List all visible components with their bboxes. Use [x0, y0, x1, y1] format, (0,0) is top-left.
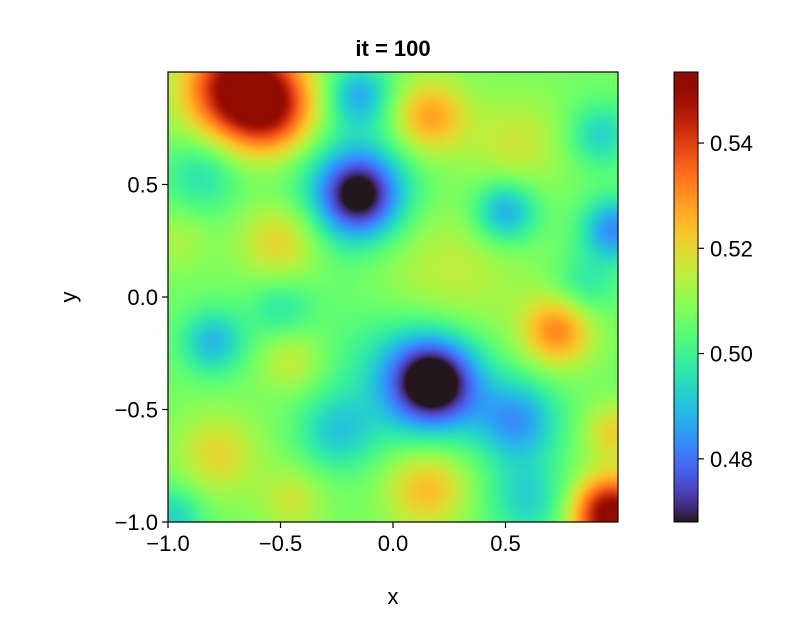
colorbar-ticks: 0.48 0.50 0.52 0.54	[698, 131, 753, 472]
y-axis-label: y	[56, 292, 81, 303]
plot-frame	[167, 71, 619, 523]
x-tick-label: −0.5	[259, 531, 302, 556]
heatmap-image	[168, 72, 618, 522]
colorbar-tick-label: 0.54	[710, 131, 753, 156]
y-tick-label: 0.0	[127, 285, 158, 310]
y-tick-label: −0.5	[115, 398, 158, 423]
colorbar-tick-label: 0.48	[710, 447, 753, 472]
x-tick-label: 0.5	[490, 531, 521, 556]
chart-title: it = 100	[355, 36, 430, 61]
x-axis-ticks: −1.0 −0.5 0.0 0.5	[146, 522, 521, 556]
colorbar-tick-label: 0.52	[710, 236, 753, 261]
y-axis-ticks: −1.0 −0.5 0.0 0.5	[115, 173, 168, 535]
colorbar-gradient	[674, 72, 698, 522]
colorbar-tick-label: 0.50	[710, 342, 753, 367]
x-tick-label: −1.0	[146, 531, 189, 556]
colorbar-frame	[673, 71, 699, 523]
y-tick-label: 0.5	[127, 173, 158, 198]
x-axis-label: x	[388, 584, 399, 609]
x-tick-label: 0.0	[378, 531, 409, 556]
y-tick-label: −1.0	[115, 510, 158, 535]
